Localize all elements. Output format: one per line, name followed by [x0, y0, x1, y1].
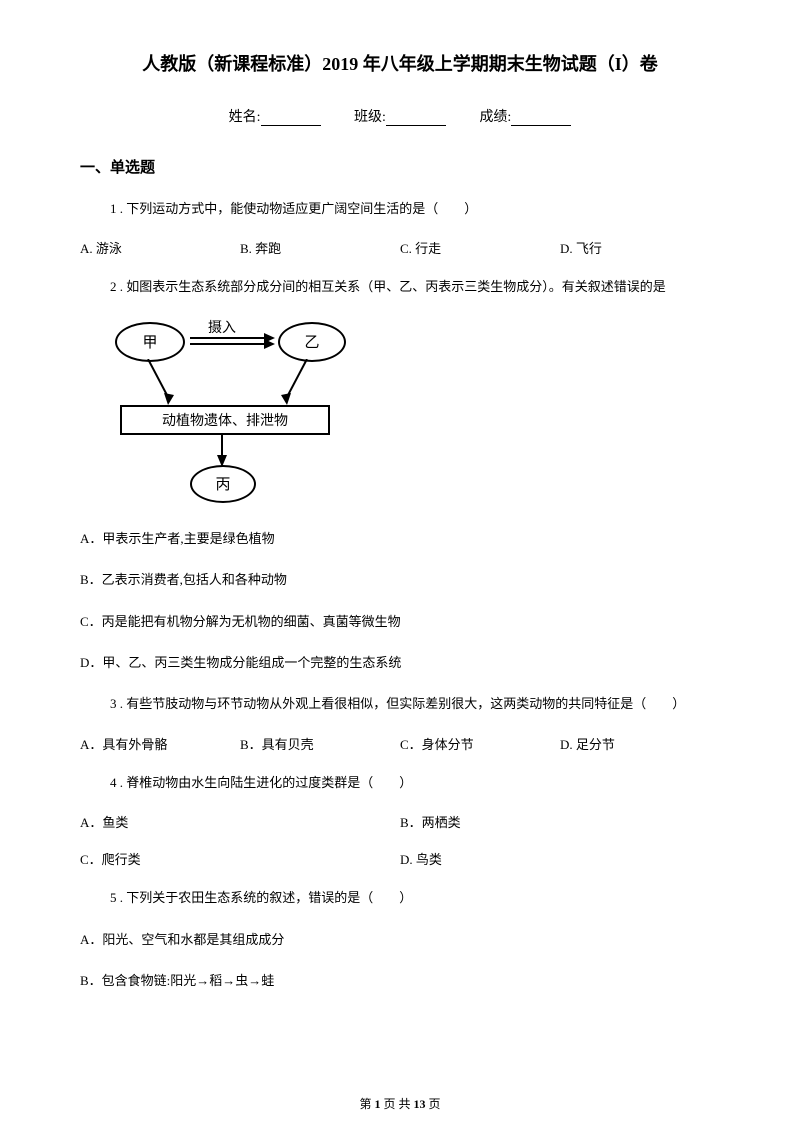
q4-d: D. 鸟类 [400, 849, 720, 868]
diagram-arrow-jia-rect [140, 359, 180, 407]
name-blank [261, 112, 321, 126]
diagram-node-yi: 乙 [278, 322, 346, 362]
score-label: 成绩: [479, 110, 511, 125]
q4-a: A．鱼类 [80, 812, 400, 831]
footer-suffix: 页 [426, 1097, 441, 1111]
q1-d: D. 飞行 [560, 238, 720, 257]
q2-c: C．丙是能把有机物分解为无机物的细菌、真菌等微生物 [80, 610, 720, 633]
page-footer: 第 1 页 共 13 页 [0, 1095, 800, 1112]
q4-options-1: A．鱼类 B．两栖类 [80, 812, 720, 831]
q3-text: 3 . 有些节肢动物与环节动物从外观上看很相似，但实际差别很大，这两类动物的共同… [80, 692, 720, 715]
q2-d: D．甲、乙、丙三类生物成分能组成一个完整的生态系统 [80, 651, 720, 674]
q1-b: B. 奔跑 [240, 238, 400, 257]
class-blank [386, 112, 446, 126]
q1-options: A. 游泳 B. 奔跑 C. 行走 D. 飞行 [80, 238, 720, 257]
q5-b: B．包含食物链:阳光→稻→虫→蛙 [80, 969, 720, 992]
footer-mid: 页 共 [380, 1097, 413, 1111]
q5-a: A．阳光、空气和水都是其组成成分 [80, 928, 720, 951]
diagram-arrow-rect-bing [215, 435, 229, 467]
diagram-node-bing: 丙 [190, 465, 256, 503]
diagram-arrow-yi-rect [275, 359, 315, 407]
class-label: 班级: [354, 110, 386, 125]
score-blank [511, 112, 571, 126]
q1-c: C. 行走 [400, 238, 560, 257]
q4-c: C．爬行类 [80, 849, 400, 868]
q3-d: D. 足分节 [560, 734, 720, 753]
q2-text: 2 . 如图表示生态系统部分成分间的相互关系（甲、乙、丙表示三类生物成分）。有关… [80, 275, 720, 298]
footer-prefix: 第 [359, 1097, 374, 1111]
q2-b: B．乙表示消费者,包括人和各种动物 [80, 568, 720, 591]
q3-c: C．身体分节 [400, 734, 560, 753]
diagram-rect: 动植物遗体、排泄物 [120, 405, 330, 435]
section-1-heading: 一、单选题 [80, 156, 720, 177]
q1-text: 1 . 下列运动方式中，能使动物适应更广阔空间生活的是（ ） [80, 197, 720, 220]
q2-a: A．甲表示生产者,主要是绿色植物 [80, 527, 720, 550]
footer-total: 13 [414, 1097, 426, 1111]
q4-options-2: C．爬行类 D. 鸟类 [80, 849, 720, 868]
q5-text: 5 . 下列关于农田生态系统的叙述，错误的是（ ） [80, 886, 720, 909]
q1-a: A. 游泳 [80, 238, 240, 257]
q4-b: B．两栖类 [400, 812, 720, 831]
q3-a: A．具有外骨骼 [80, 734, 240, 753]
q4-text: 4 . 脊椎动物由水生向陆生进化的过度类群是（ ） [80, 771, 720, 794]
q3-b: B．具有贝壳 [240, 734, 400, 753]
q3-options: A．具有外骨骼 B．具有贝壳 C．身体分节 D. 足分节 [80, 734, 720, 753]
diagram-node-jia: 甲 [115, 322, 185, 362]
student-info-line: 姓名: 班级: 成绩: [80, 106, 720, 126]
diagram-arrow-jia-yi [190, 340, 275, 342]
page-title: 人教版（新课程标准）2019 年八年级上学期期末生物试题（I）卷 [80, 50, 720, 76]
name-label: 姓名: [229, 110, 261, 125]
q2-diagram: 摄入 甲 乙 动植物遗体、排泄物 丙 [110, 317, 370, 507]
